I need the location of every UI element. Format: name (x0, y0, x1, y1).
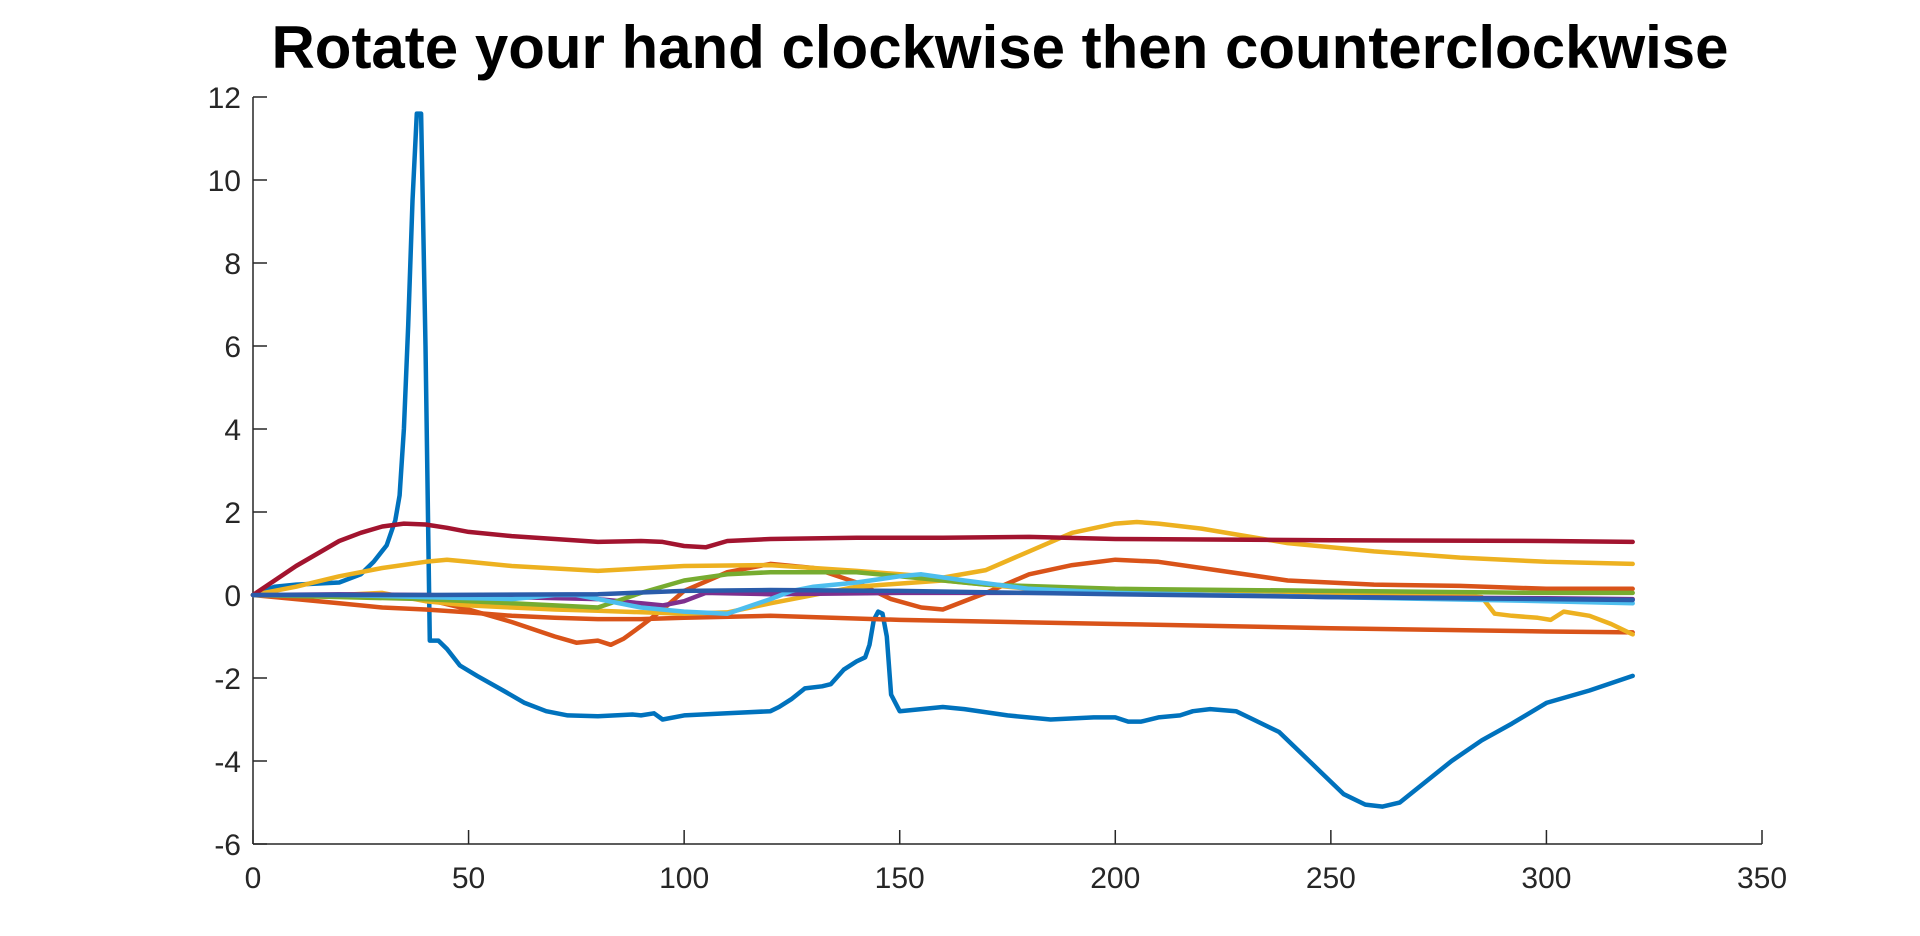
y-tick-label: 12 (208, 82, 241, 115)
x-tick-label: 200 (1090, 862, 1140, 895)
y-tick-label: 4 (224, 414, 241, 447)
series-line-10 (250, 587, 1635, 603)
series-line-9 (250, 521, 1635, 598)
axes (252, 96, 1763, 845)
y-tick-label: -2 (214, 663, 241, 696)
y-tick-label: -4 (214, 746, 241, 779)
x-tick-label: 300 (1521, 862, 1571, 895)
y-tick-label: 10 (208, 165, 241, 198)
x-tick-label: 50 (452, 862, 485, 895)
series-line-7 (250, 569, 1635, 610)
x-tick-label: 250 (1306, 862, 1356, 895)
tick-labels: 0 50 100 150 200 250 300 350 -6 -4 -2 0 2 4 6 8 10 12 (208, 82, 1787, 895)
y-tick-label: 8 (224, 248, 241, 281)
series-line-1 (250, 111, 1635, 809)
x-tick-label: 150 (875, 862, 925, 895)
y-tick-label: 6 (224, 331, 241, 364)
y-tick-label: 0 (224, 580, 241, 613)
series-line-8 (250, 572, 1635, 616)
chart-title: Rotate your hand clockwise then counterc… (271, 14, 1728, 81)
x-tick-label: 0 (245, 862, 262, 895)
y-tick-label: -6 (214, 829, 241, 862)
series-line-2 (250, 592, 1635, 635)
series-lines (250, 111, 1635, 809)
y-tick-label: 2 (224, 497, 241, 530)
x-tick-label: 350 (1737, 862, 1787, 895)
x-tick-label: 100 (659, 862, 709, 895)
